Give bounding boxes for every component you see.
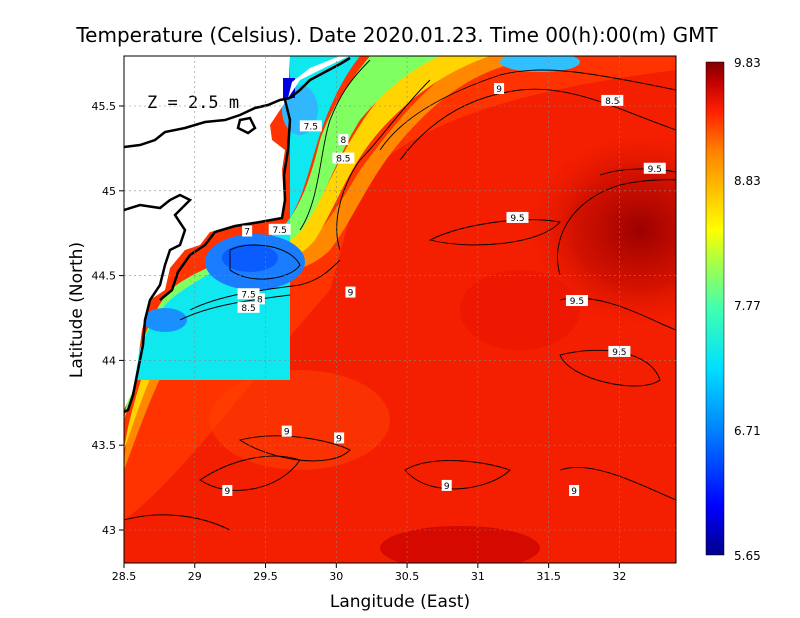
contour-label-box [268, 223, 291, 235]
y-tick-label: 43.5 [92, 439, 117, 452]
contour-label-box [332, 152, 355, 164]
coastline [124, 56, 351, 414]
contour-label-box [281, 425, 292, 437]
x-tick-label: 31 [471, 570, 485, 583]
contour-label: 9 [222, 484, 233, 497]
contour-label: 7 [242, 225, 253, 238]
grid-lines [124, 56, 676, 563]
colorbar-tick-label: 5.65 [734, 549, 761, 563]
contour-label: 8.5 [237, 301, 260, 314]
x-tick-label: 29.5 [253, 570, 278, 583]
x-axis-label: Langitude (East) [330, 592, 470, 612]
temperature-field [124, 56, 676, 563]
x-tick-label: 32 [612, 570, 626, 583]
colorbar-tick-label: 8.83 [734, 174, 761, 188]
y-tick-label: 44 [102, 354, 116, 367]
contour-label: 9.5 [565, 295, 588, 307]
contour-label-text: 9 [336, 434, 342, 444]
contour-label: 8 [254, 293, 265, 305]
contour-label-box [601, 94, 624, 106]
contour-label: 7.5 [237, 288, 260, 300]
contour-label: 7.5 [299, 120, 322, 132]
contour-label-text: 8.5 [605, 97, 619, 107]
contour-label-text: 8.5 [241, 304, 255, 314]
contour-label: 9 [334, 432, 345, 444]
contour-label-text: 9 [571, 487, 577, 497]
contour-label-box [222, 484, 233, 496]
contour-label-text: 8.5 [336, 155, 350, 165]
contour-label: 7.5 [268, 223, 291, 236]
contour-label-text: 9 [348, 289, 354, 299]
contour-label-box [441, 479, 452, 491]
contour-label: 9 [494, 83, 505, 95]
y-tick-label: 45.5 [92, 100, 117, 113]
contour-label-box [334, 432, 345, 444]
colorbar-tick-label: 9.83 [734, 56, 761, 70]
contour-label-box [299, 120, 322, 132]
contour-label-box [345, 286, 356, 298]
contour-label: 9.5 [506, 211, 529, 224]
contour-label-box [569, 484, 580, 496]
contour-label-text: 9.5 [648, 165, 662, 175]
contour-label-box [494, 83, 505, 95]
y-axis-label: Latitude (North) [67, 242, 87, 378]
contour-label-text: 7 [244, 228, 250, 238]
contour-label-text: 9 [224, 487, 230, 497]
contour-label-box [565, 295, 588, 307]
chart-title: Temperature (Celsius). Date 2020.01.23. … [75, 23, 718, 47]
x-tick-label: 30 [329, 570, 343, 583]
colorbar [705, 61, 725, 556]
contour-label-text: 8 [341, 136, 347, 146]
contour-label-text: 9 [496, 85, 502, 95]
contour-label: 8 [338, 133, 349, 146]
x-tick-label: 28.5 [112, 570, 137, 583]
contour-label: 9 [569, 484, 580, 497]
contour-label: 8.5 [332, 152, 355, 165]
colorbar-tick-label: 6.71 [734, 424, 761, 438]
contour-label-text: 7.5 [241, 290, 255, 300]
contour-label: 9.5 [643, 162, 666, 175]
colorbar-ticks: 9.83 8.83 7.77 6.71 5.65 [734, 56, 761, 563]
y-axis: 43 43.5 44 44.5 45 45.5 [92, 100, 124, 537]
contour-label-box [643, 162, 666, 174]
contour-label-box [237, 301, 260, 313]
contour-label-box [338, 133, 349, 145]
x-axis: 28.5 29 29.5 30 30.5 31 31.5 32 [112, 563, 626, 583]
y-tick-label: 44.5 [92, 270, 117, 283]
colorbar-tick-label: 7.77 [734, 299, 761, 313]
contour-label-box [254, 293, 265, 305]
y-tick-label: 43 [102, 524, 116, 537]
contour-lines [124, 59, 676, 531]
depth-annotation: Z = 2.5 m [147, 93, 239, 113]
contour-label-box [242, 225, 253, 237]
contour-label-text: 9 [444, 482, 450, 492]
x-tick-label: 30.5 [395, 570, 420, 583]
contour-label: 8.5 [601, 94, 624, 107]
x-tick-label: 29 [188, 570, 202, 583]
x-tick-label: 31.5 [536, 570, 561, 583]
contour-label: 9 [281, 425, 292, 438]
contour-label-text: 9 [284, 428, 290, 438]
contour-label: 9 [441, 479, 452, 492]
contour-label-text: 7.5 [273, 226, 287, 236]
contour-label-box [237, 288, 260, 300]
contour-label-text: 9.5 [570, 297, 584, 307]
contour-label-text: 7.5 [304, 122, 318, 132]
contour-label-box [506, 211, 529, 223]
plot-frame [123, 55, 677, 564]
y-tick-label: 45 [102, 185, 116, 198]
contour-label: 9 [345, 286, 356, 299]
contour-label-text: 8 [257, 295, 263, 305]
contour-label-text: 9.5 [510, 214, 524, 224]
